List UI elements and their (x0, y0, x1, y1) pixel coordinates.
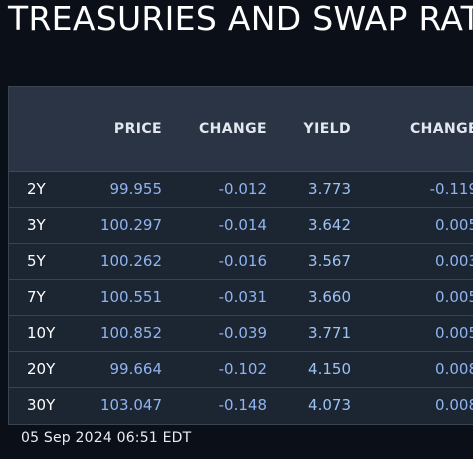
cell-price: 99.664 (109, 360, 163, 378)
cell-tenor: 20Y (27, 360, 56, 378)
cell-tenor: 30Y (27, 396, 56, 415)
table-body: 2Y 99.955 -0.012 3.773 -0.119 3Y 100.297… (9, 171, 473, 423)
header-row: PRICE CHANGE YIELD CHANGE (9, 87, 473, 171)
cell-price: 100.297 (99, 216, 162, 234)
header-price: PRICE (113, 120, 162, 137)
cell-tenor: 7Y (27, 288, 46, 306)
table-row: 10Y 100.852 -0.039 3.771 0.005 (9, 315, 473, 351)
cell-price: 100.262 (99, 252, 162, 270)
cell-yield: 3.660 (308, 288, 351, 306)
cell-yield-change: 0.005 (435, 324, 473, 342)
cell-price-change: -0.148 (218, 396, 267, 415)
cell-yield-change: -0.119 (429, 180, 473, 198)
page-title: TREASURIES AND SWAP RATES (8, 0, 473, 38)
cell-price-change: -0.014 (218, 216, 267, 234)
cell-tenor: 5Y (27, 252, 46, 270)
table-row: 7Y 100.551 -0.031 3.660 0.005 (9, 279, 473, 315)
cell-yield-change: 0.005 (435, 288, 473, 306)
cell-tenor: 2Y (27, 180, 46, 198)
cell-yield: 3.567 (308, 252, 351, 270)
table-row: 30Y 103.047 -0.148 4.073 0.008 (9, 387, 473, 423)
header-yield-change: CHANGE (410, 120, 473, 137)
rates-table-container: PRICE CHANGE YIELD CHANGE 2Y 99.955 -0.0… (8, 86, 473, 425)
table-row: 2Y 99.955 -0.012 3.773 -0.119 (9, 171, 473, 207)
cell-price-change: -0.012 (218, 180, 267, 198)
last-updated-timestamp: 05 Sep 2024 06:51 EDT (21, 430, 192, 446)
cell-price: 100.852 (99, 324, 162, 342)
cell-yield: 3.773 (308, 180, 351, 198)
table-header: PRICE CHANGE YIELD CHANGE (9, 87, 473, 171)
cell-price: 99.955 (109, 180, 163, 198)
cell-yield: 3.642 (308, 216, 351, 234)
table-row: 3Y 100.297 -0.014 3.642 0.005 (9, 207, 473, 243)
cell-yield-change: 0.005 (435, 216, 473, 234)
table-row: 20Y 99.664 -0.102 4.150 0.008 (9, 351, 473, 387)
cell-yield-change: 0.003 (435, 252, 473, 270)
cell-price: 100.551 (99, 288, 162, 306)
cell-tenor: 10Y (27, 324, 56, 342)
header-price-change: CHANGE (199, 120, 267, 137)
cell-yield: 4.073 (308, 396, 351, 415)
table-row: 5Y 100.262 -0.016 3.567 0.003 (9, 243, 473, 279)
cell-tenor: 3Y (27, 216, 46, 234)
cell-yield: 3.771 (308, 324, 351, 342)
header-tenor (9, 87, 79, 171)
cell-price-change: -0.031 (218, 288, 267, 306)
cell-yield-change: 0.008 (435, 360, 473, 378)
cell-price-change: -0.016 (218, 252, 267, 270)
cell-price-change: -0.102 (218, 360, 267, 378)
cell-price-change: -0.039 (218, 324, 267, 342)
rates-table: PRICE CHANGE YIELD CHANGE 2Y 99.955 -0.0… (9, 87, 473, 423)
cell-price: 103.047 (99, 396, 162, 415)
cell-yield-change: 0.008 (435, 396, 473, 415)
cell-yield: 4.150 (308, 360, 351, 378)
header-yield: YIELD (303, 120, 351, 137)
